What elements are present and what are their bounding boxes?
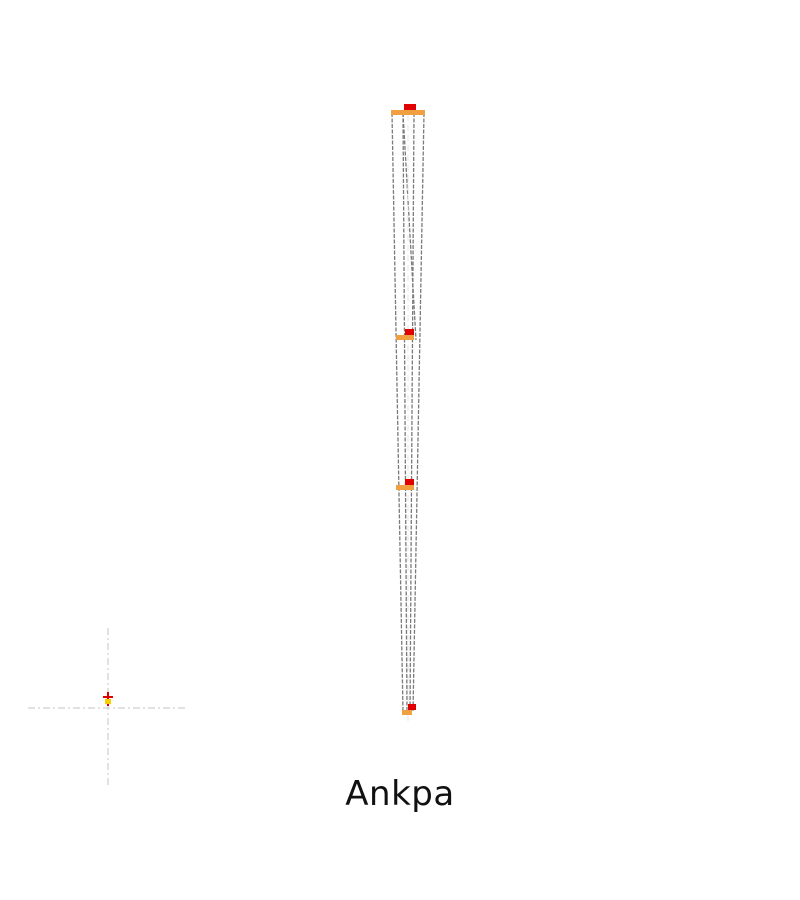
outline-right — [412, 112, 425, 713]
crosshair-marker — [103, 692, 113, 706]
reference-crosshair — [28, 628, 188, 788]
tower-outline — [391, 112, 425, 713]
level-marker-middle — [396, 479, 414, 490]
outline-left — [391, 112, 404, 713]
level-marker-base — [402, 704, 416, 715]
outline-inner-right — [409, 112, 415, 713]
outline-inner-left — [402, 112, 408, 713]
level-marker-top — [391, 104, 425, 115]
diagram-caption: Ankpa — [345, 774, 455, 814]
outline-diagonal — [402, 112, 417, 341]
level-marker-upper — [396, 329, 414, 340]
